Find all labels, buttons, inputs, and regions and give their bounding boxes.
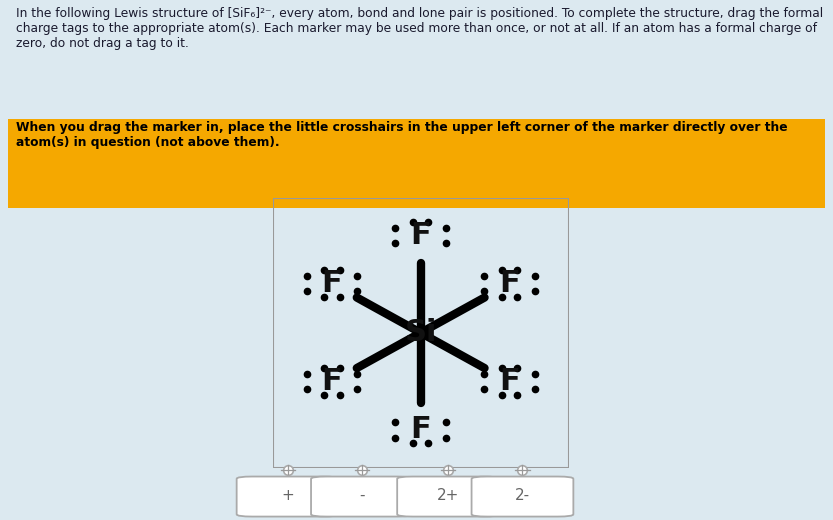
- Text: When you drag the marker in, place the little crosshairs in the upper left corne: When you drag the marker in, place the l…: [17, 121, 788, 149]
- Text: F: F: [499, 269, 520, 298]
- Text: -: -: [359, 488, 365, 503]
- Text: F: F: [322, 269, 342, 298]
- FancyBboxPatch shape: [397, 476, 499, 516]
- FancyBboxPatch shape: [8, 119, 825, 208]
- FancyBboxPatch shape: [237, 476, 338, 516]
- FancyBboxPatch shape: [471, 476, 573, 516]
- Text: Si: Si: [404, 318, 437, 347]
- Text: 2+: 2+: [436, 488, 459, 503]
- Text: F: F: [322, 367, 342, 396]
- Text: F: F: [411, 415, 431, 445]
- Text: F: F: [411, 221, 431, 250]
- FancyBboxPatch shape: [311, 476, 413, 516]
- Text: 2-: 2-: [515, 488, 530, 503]
- Text: +: +: [282, 488, 294, 503]
- Text: F: F: [499, 367, 520, 396]
- Text: In the following Lewis structure of [SiF₆]²⁻, every atom, bond and lone pair is : In the following Lewis structure of [SiF…: [17, 7, 824, 50]
